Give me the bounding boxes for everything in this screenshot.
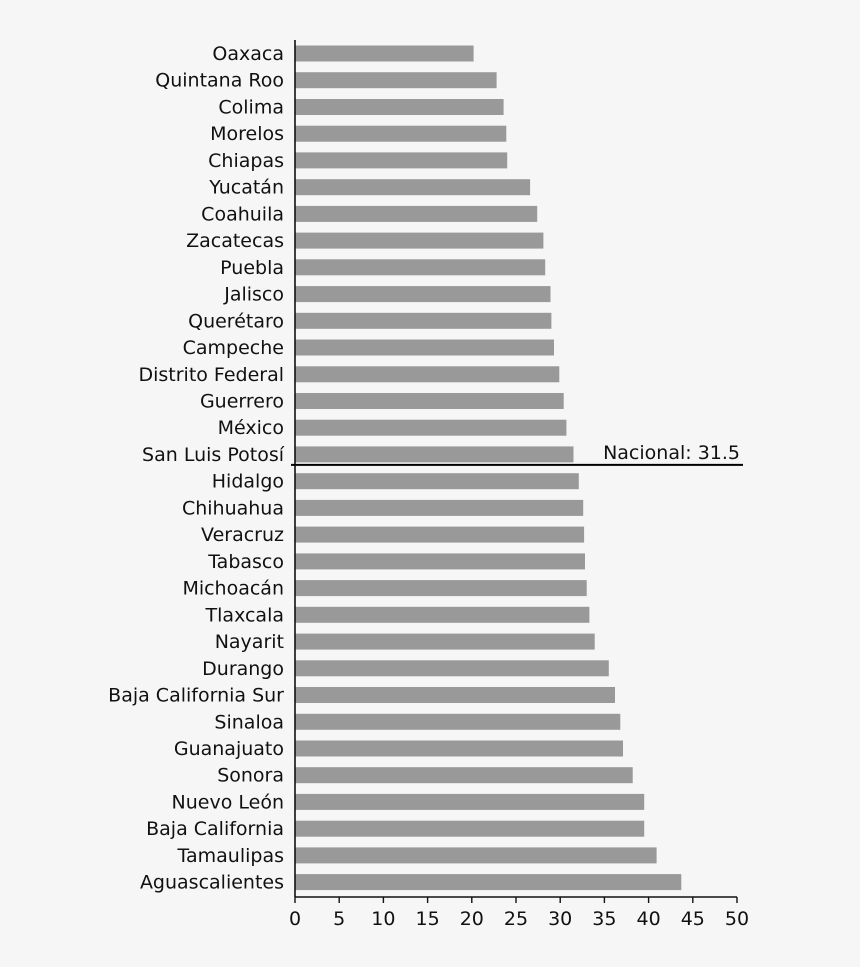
bar xyxy=(295,874,682,891)
bar xyxy=(295,446,574,463)
bar xyxy=(295,125,507,142)
category-label: Zacatecas xyxy=(186,230,284,252)
bar xyxy=(295,393,564,409)
bars-group xyxy=(295,45,682,891)
category-label: Campeche xyxy=(183,337,284,359)
x-tick-label: 30 xyxy=(548,908,572,930)
category-label: Chiapas xyxy=(208,150,284,172)
category-label: Sinaloa xyxy=(214,711,284,733)
category-label: Puebla xyxy=(220,257,284,279)
national-reference-label: Nacional: 31.5 xyxy=(603,442,740,464)
category-label: Guanajuato xyxy=(174,738,284,760)
x-tick-label: 25 xyxy=(504,908,528,930)
category-label: Nuevo León xyxy=(172,791,284,813)
bar xyxy=(295,312,552,329)
bar xyxy=(295,793,645,810)
bar xyxy=(295,767,633,784)
x-tick-label: 50 xyxy=(725,908,749,930)
bar xyxy=(295,419,567,436)
category-label: Veracruz xyxy=(201,524,284,546)
bar xyxy=(295,205,538,222)
category-labels: Oaxaca Quintana Roo Colima Morelos Chiapas Yu… xyxy=(108,43,285,894)
bar xyxy=(295,553,585,570)
category-label: Quintana Roo xyxy=(155,70,284,92)
bar xyxy=(295,580,587,597)
bar xyxy=(295,820,645,837)
category-label: Aguascalientes xyxy=(140,872,284,894)
bar xyxy=(295,259,546,276)
category-label: Oaxaca xyxy=(212,43,284,65)
category-label: Baja California xyxy=(146,818,284,840)
bar xyxy=(295,526,585,543)
category-label: Guerrero xyxy=(200,391,284,413)
bar xyxy=(295,286,551,303)
bar xyxy=(295,72,497,89)
bar xyxy=(295,740,623,757)
bar xyxy=(295,232,544,249)
category-label: Querétaro xyxy=(188,310,284,332)
category-label: Yucatán xyxy=(208,177,284,199)
category-label: Michoacán xyxy=(182,578,284,600)
x-tick-label: 5 xyxy=(333,908,345,930)
x-tick-label: 20 xyxy=(460,908,484,930)
category-label: Durango xyxy=(202,658,284,680)
bar xyxy=(295,687,615,703)
bar xyxy=(295,99,504,115)
category-label: Tlaxcala xyxy=(205,604,284,626)
bar xyxy=(295,660,609,677)
x-tick-label: 0 xyxy=(289,908,301,930)
bar xyxy=(295,339,554,356)
category-label: Sonora xyxy=(217,765,284,787)
x-tick-label: 15 xyxy=(416,908,440,930)
x-tick-label: 40 xyxy=(637,908,661,930)
category-label: Jalisco xyxy=(223,284,284,306)
category-label: Nayarit xyxy=(215,631,284,653)
bar xyxy=(295,366,560,383)
x-tick-label: 10 xyxy=(371,908,395,930)
bar xyxy=(295,473,579,490)
category-label: Hidalgo xyxy=(212,471,284,493)
bar xyxy=(295,713,621,730)
category-label: Tabasco xyxy=(207,551,284,573)
bar xyxy=(295,45,474,62)
bar xyxy=(295,152,508,169)
category-label: Chihuahua xyxy=(182,497,284,519)
bar xyxy=(295,847,657,864)
x-tick-label: 45 xyxy=(681,908,705,930)
x-tick-label: 35 xyxy=(592,908,616,930)
category-label: Colima xyxy=(218,97,284,119)
category-label: Baja California Sur xyxy=(108,685,284,707)
category-label: México xyxy=(218,417,284,439)
category-label: Morelos xyxy=(210,123,284,145)
category-label: Tamaulipas xyxy=(177,845,284,867)
category-label: San Luis Potosí xyxy=(142,444,285,466)
bar xyxy=(295,179,531,196)
category-label: Distrito Federal xyxy=(138,364,284,386)
bar xyxy=(295,606,590,623)
bar xyxy=(295,633,595,650)
bar xyxy=(295,499,584,516)
category-label: Coahuila xyxy=(201,203,284,225)
x-axis-ticks: 0 5 10 15 20 25 30 35 40 45 50 xyxy=(289,897,749,930)
